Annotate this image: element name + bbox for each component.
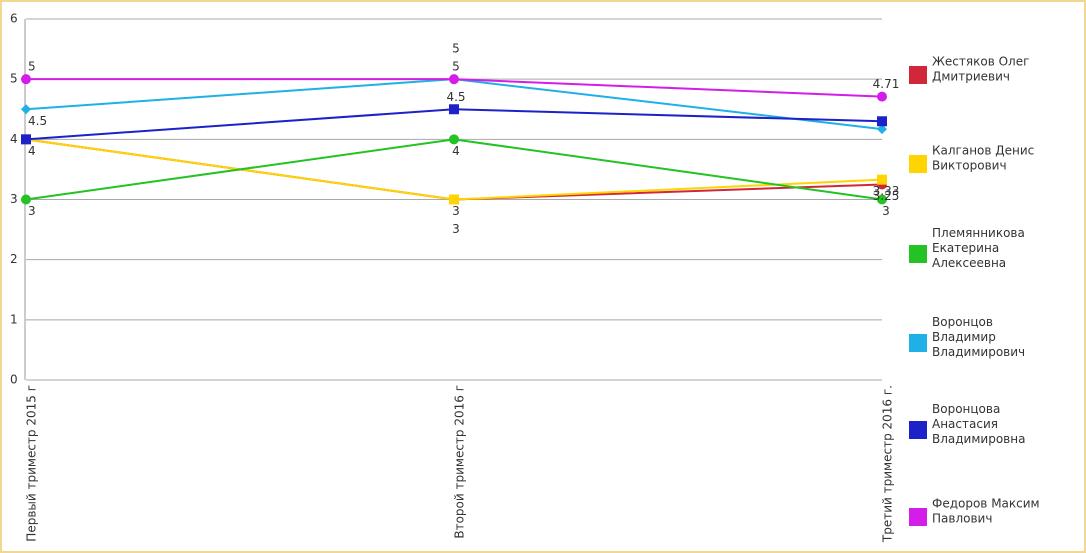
x-tick-label: Первый триместр 2015 г xyxy=(25,385,39,542)
y-tick-label: 3 xyxy=(10,192,18,206)
point xyxy=(21,104,31,115)
legend-swatch xyxy=(909,245,927,263)
legend-label: Жестяков Олег Дмитриевич xyxy=(932,54,1029,83)
legend-label: Воронцов Владимир Владимирович xyxy=(932,315,1025,359)
y-tick-label: 6 xyxy=(10,12,18,26)
legend-swatch xyxy=(909,508,927,526)
legend-swatch xyxy=(909,155,927,173)
legend-swatch xyxy=(909,334,927,352)
data-label: 4 xyxy=(452,144,460,158)
data-label: 4 xyxy=(28,144,36,158)
legend-label: Воронцова Анастасия Владимировна xyxy=(932,402,1025,446)
point xyxy=(21,194,31,205)
y-tick-label: 5 xyxy=(10,72,18,86)
y-tick-label: 2 xyxy=(10,252,18,266)
data-label: 4.5 xyxy=(446,90,465,104)
point xyxy=(21,134,31,145)
point xyxy=(877,194,887,205)
point xyxy=(449,74,459,85)
point xyxy=(877,91,887,102)
data-label: 4.71 xyxy=(873,77,900,91)
legend-label: Калганов Денис Викторович xyxy=(932,143,1034,172)
data-label: 3 xyxy=(882,204,890,218)
data-label: 5 xyxy=(452,42,460,56)
y-tick-label: 4 xyxy=(10,132,18,146)
legend-swatch xyxy=(909,66,927,84)
legend-swatch xyxy=(909,421,927,439)
point xyxy=(21,74,31,85)
point xyxy=(449,194,459,205)
data-label: 5 xyxy=(452,60,460,74)
point xyxy=(877,116,887,127)
point xyxy=(449,134,459,145)
data-label: 3.25 xyxy=(873,189,900,203)
data-label: 3 xyxy=(28,204,36,218)
point xyxy=(877,124,887,135)
point xyxy=(449,104,459,115)
data-label: 3 xyxy=(452,222,460,236)
data-label: 3 xyxy=(452,204,460,218)
x-tick-label: Третий триместр 2016 г. xyxy=(881,385,895,543)
y-tick-label: 1 xyxy=(10,312,18,326)
legend-label: Федоров Максим Павлович xyxy=(932,496,1040,525)
data-label: 5 xyxy=(28,60,36,74)
data-label: 3.33 xyxy=(873,184,900,198)
y-tick-label: 0 xyxy=(10,373,18,387)
legend-label: Племянникова Екатерина Алексеевна xyxy=(932,226,1025,270)
data-label: 4.5 xyxy=(28,114,47,128)
point xyxy=(877,174,887,185)
x-tick-label: Второй триместр 2016 г xyxy=(453,385,467,539)
